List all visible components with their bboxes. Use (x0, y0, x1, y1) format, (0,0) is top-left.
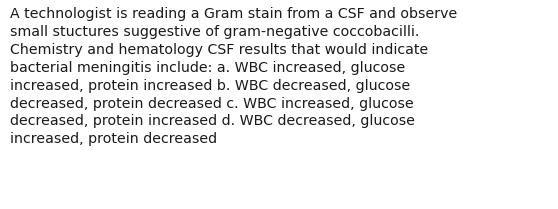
Text: A technologist is reading a Gram stain from a CSF and observe
small stuctures su: A technologist is reading a Gram stain f… (10, 7, 458, 146)
